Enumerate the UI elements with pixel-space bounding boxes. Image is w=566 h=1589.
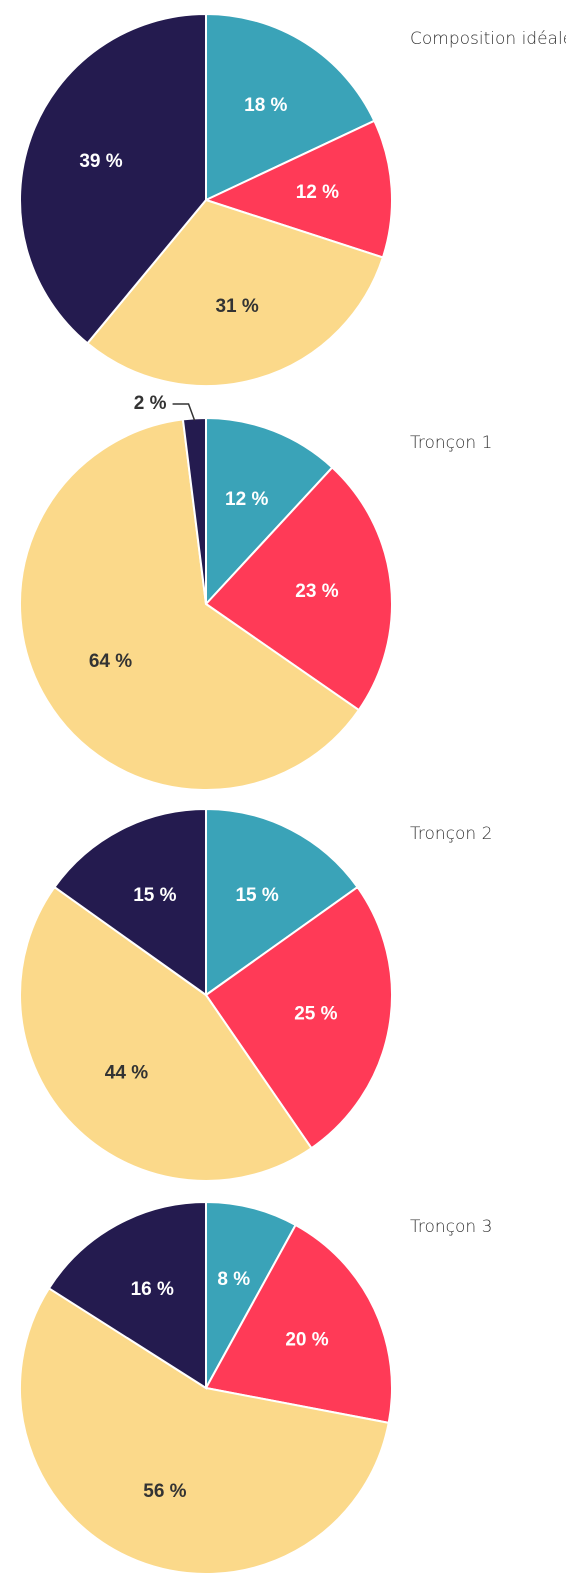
- value-label: 23 %: [295, 581, 338, 602]
- pie-slice: [205, 807, 359, 997]
- pie-slice: [19, 12, 207, 345]
- value-label: 44 %: [105, 1062, 148, 1083]
- value-label: 16 %: [131, 1279, 174, 1300]
- chart-title: Composition idéale: [410, 29, 566, 49]
- value-label: 39 %: [79, 151, 122, 172]
- value-label: 56 %: [143, 1481, 186, 1502]
- value-label: 12 %: [225, 489, 268, 510]
- value-label: 18 %: [244, 95, 287, 116]
- pie-slice: [19, 1286, 390, 1575]
- pie-slice: [205, 1200, 297, 1389]
- pie-slice: [86, 198, 385, 387]
- value-label: 8 %: [217, 1269, 250, 1290]
- pie-slice: [204, 1223, 393, 1425]
- pie-slice: [203, 119, 393, 259]
- pie-slice: [53, 807, 207, 997]
- pie-slice: [204, 885, 393, 1150]
- pie-slice: [204, 466, 393, 712]
- pie-slice: [205, 12, 376, 202]
- pie-slice: [19, 885, 313, 1182]
- pie-slice: [19, 418, 361, 791]
- chart-title: Tronçon 2: [410, 824, 492, 844]
- value-label: 2 %: [134, 393, 167, 414]
- chart-title: Tronçon 1: [410, 433, 492, 453]
- value-label: 15 %: [133, 885, 176, 906]
- value-label: 20 %: [285, 1329, 328, 1350]
- value-label: 31 %: [215, 296, 258, 317]
- value-label: 15 %: [235, 885, 278, 906]
- chart-title: Tronçon 3: [410, 1217, 492, 1237]
- leader-line: [172, 403, 196, 421]
- pie-slice: [205, 416, 334, 607]
- pie-slice: [47, 1200, 207, 1390]
- value-label: 12 %: [296, 182, 339, 203]
- value-label: 25 %: [294, 1003, 337, 1024]
- value-label: 64 %: [89, 651, 132, 672]
